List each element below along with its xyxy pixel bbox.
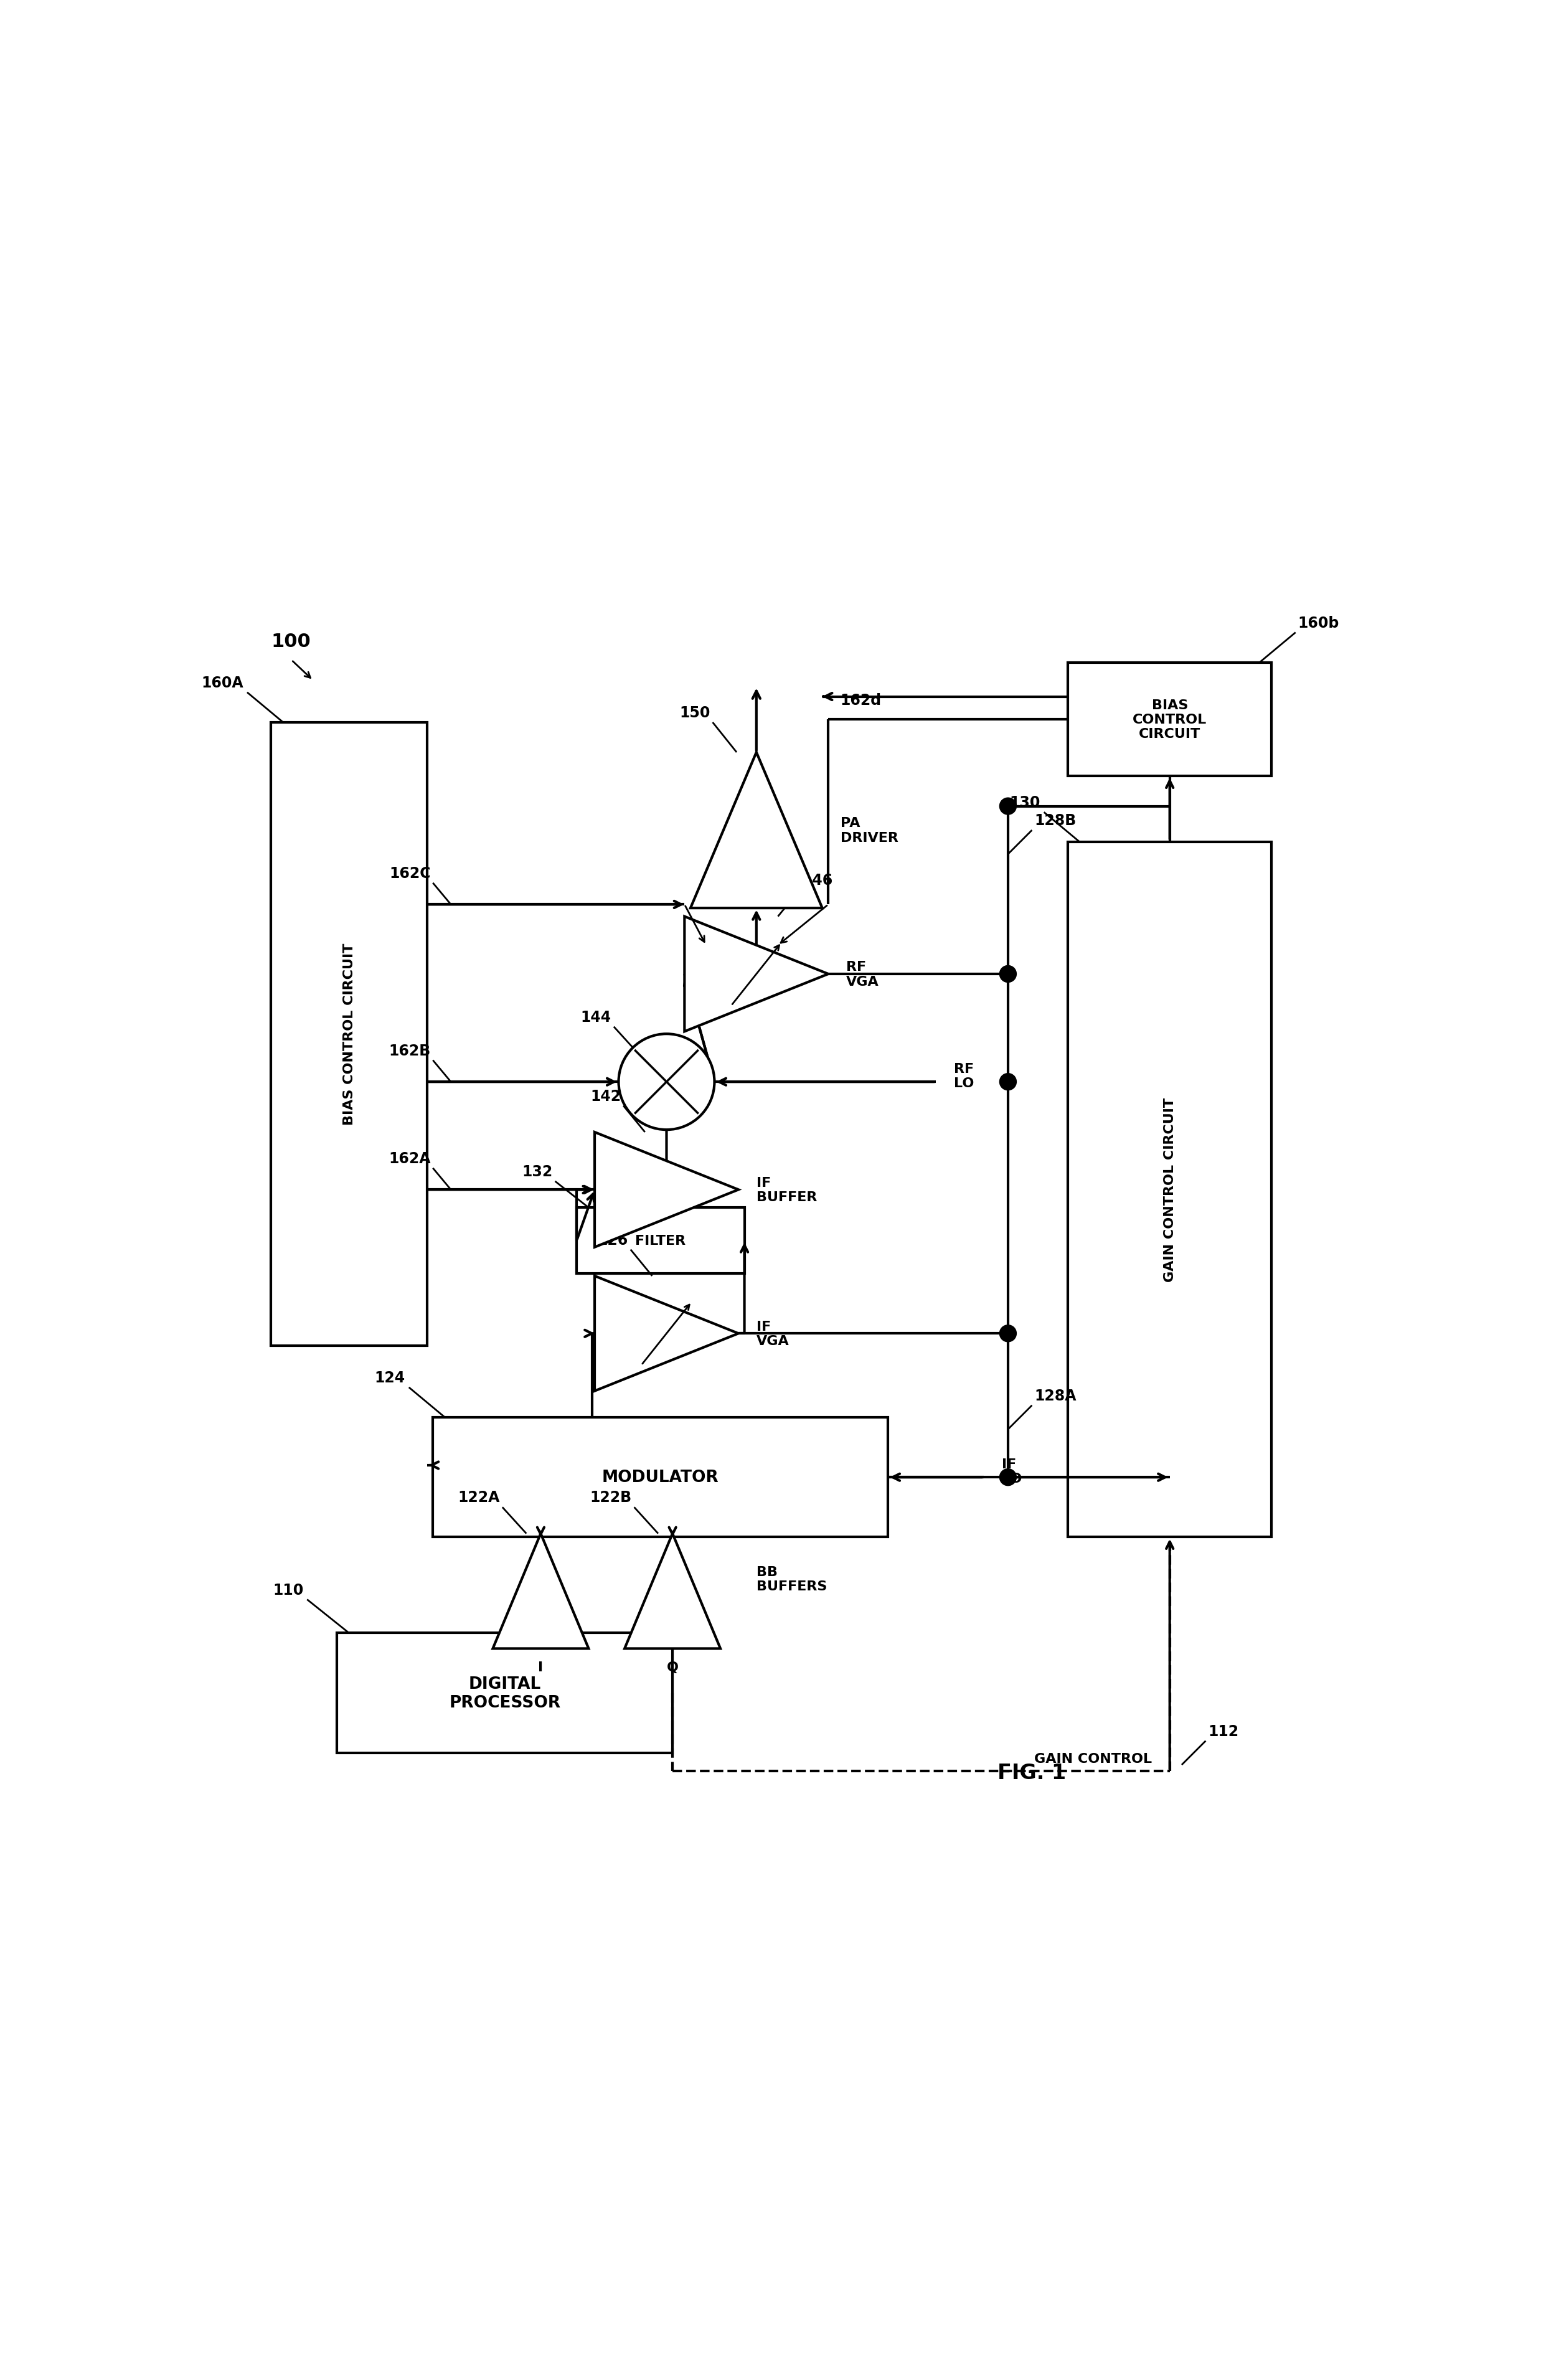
Text: Q: Q (666, 1661, 679, 1673)
Text: 126: 126 (597, 1233, 628, 1247)
Text: BB
BUFFERS: BB BUFFERS (756, 1566, 827, 1592)
Text: 162B: 162B (388, 1042, 430, 1059)
Bar (1068, 662, 1272, 776)
Text: 132: 132 (523, 1164, 553, 1178)
Text: 160A: 160A (201, 676, 244, 690)
Polygon shape (691, 752, 822, 909)
Text: 112: 112 (1207, 1723, 1238, 1740)
Text: 122B: 122B (591, 1490, 632, 1504)
Text: IF
BUFFER: IF BUFFER (756, 1176, 816, 1204)
Bar (577, 1209, 745, 1273)
Text: 128B: 128B (1034, 814, 1076, 828)
Text: MODULATOR: MODULATOR (601, 1468, 719, 1485)
Text: GAIN CONTROL: GAIN CONTROL (1034, 1752, 1152, 1766)
Text: 130: 130 (1010, 795, 1040, 809)
Text: DIGITAL
PROCESSOR: DIGITAL PROCESSOR (448, 1676, 561, 1711)
Text: BIAS
CONTROL
CIRCUIT: BIAS CONTROL CIRCUIT (1133, 700, 1207, 740)
Bar (433, 1418, 889, 1537)
Text: 128A: 128A (1034, 1388, 1076, 1404)
Text: RF
LO: RF LO (954, 1061, 974, 1090)
Polygon shape (625, 1533, 720, 1649)
Bar (337, 1633, 673, 1754)
Text: 162C: 162C (390, 866, 430, 881)
Text: 110: 110 (272, 1583, 303, 1597)
Text: 160b: 160b (1299, 616, 1339, 631)
Polygon shape (685, 916, 829, 1033)
Polygon shape (595, 1276, 739, 1392)
Polygon shape (595, 1133, 739, 1247)
Circle shape (1000, 966, 1016, 983)
Text: GAIN CONTROL CIRCUIT: GAIN CONTROL CIRCUIT (1164, 1097, 1177, 1283)
Circle shape (1000, 1326, 1016, 1342)
Text: IF
VGA: IF VGA (756, 1321, 788, 1347)
Text: 150: 150 (680, 704, 710, 721)
Bar (1068, 843, 1272, 1537)
Text: FILTER: FILTER (635, 1235, 686, 1247)
Text: I: I (538, 1661, 543, 1673)
Text: FIG. 1: FIG. 1 (997, 1761, 1067, 1783)
Text: 122A: 122A (458, 1490, 499, 1504)
Polygon shape (493, 1533, 589, 1649)
Circle shape (1000, 1073, 1016, 1090)
Text: 162A: 162A (388, 1152, 430, 1166)
Circle shape (618, 1035, 714, 1130)
Bar (271, 724, 427, 1345)
Text: BIAS CONTROL CIRCUIT: BIAS CONTROL CIRCUIT (343, 942, 356, 1126)
Text: IF
LO: IF LO (1002, 1459, 1022, 1485)
Text: 142: 142 (591, 1088, 621, 1104)
Text: PA
DRIVER: PA DRIVER (841, 816, 898, 845)
Text: 144: 144 (581, 1009, 611, 1026)
Circle shape (1000, 1468, 1016, 1485)
Circle shape (1000, 797, 1016, 814)
Text: 124: 124 (374, 1371, 405, 1385)
Text: RF
VGA: RF VGA (846, 962, 880, 988)
Text: 162d: 162d (841, 693, 881, 707)
Text: 146: 146 (802, 873, 833, 888)
Text: 100: 100 (271, 633, 311, 650)
